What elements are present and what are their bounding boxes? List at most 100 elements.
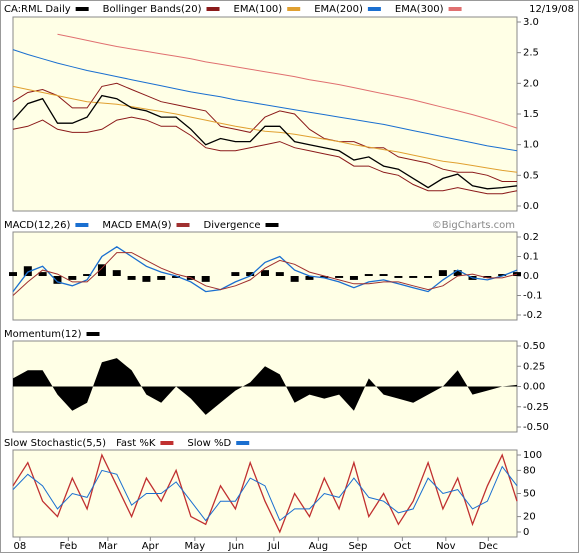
divergence-bar	[453, 270, 462, 276]
divergence-bar	[157, 276, 166, 280]
legend-swatch	[265, 223, 279, 227]
y-tick-label: 2.5	[523, 48, 539, 59]
legend-swatch	[287, 7, 301, 11]
legend-label: EMA(200)	[314, 4, 363, 15]
legend-swatch	[206, 7, 220, 11]
y-tick-label: 80	[523, 465, 536, 476]
y-tick-label: 0	[523, 527, 529, 538]
panel-title: Slow Stochastic(5,5)	[4, 438, 106, 449]
divergence-bar	[112, 270, 121, 276]
x-tick-label: Dec	[479, 541, 498, 552]
y-tick-label: -0.1	[523, 291, 543, 302]
bollinger-lower	[12, 116, 518, 195]
y-tick-label: 1.0	[523, 140, 539, 151]
legend-label: CA:RML Daily	[4, 4, 71, 15]
divergence-bar	[231, 272, 240, 276]
legend-label: Fast %K	[116, 438, 156, 449]
divergence-bar	[142, 276, 151, 282]
y-tick-label: 0.00	[523, 382, 545, 393]
legend-label: Bollinger Bands(20)	[103, 4, 202, 15]
divergence-bar	[320, 276, 329, 278]
y-tick-label: -0.50	[523, 422, 549, 433]
watermark: ©BigCharts.com	[432, 220, 515, 231]
momentum-area	[13, 358, 517, 415]
divergence-bar	[83, 274, 92, 276]
y-tick-label: 0.2	[523, 232, 539, 243]
divergence-bar	[172, 276, 181, 278]
divergence-bar	[261, 270, 269, 276]
legend-swatch	[75, 223, 89, 227]
y-tick-label: 20	[523, 512, 536, 523]
legend-swatch	[236, 441, 250, 445]
divergence-bar	[23, 266, 32, 276]
legend-swatch	[86, 332, 100, 336]
legend-label: MACD EMA(9)	[102, 220, 171, 231]
legend-swatch	[75, 7, 89, 11]
legend-swatch	[160, 441, 174, 445]
x-tick-label: May	[184, 541, 205, 552]
legend-label: MACD(12,26)	[4, 220, 71, 231]
divergence-bar	[513, 272, 521, 276]
divergence-bar	[349, 276, 358, 280]
y-tick-label: 2.0	[523, 78, 539, 89]
divergence-bar	[483, 276, 492, 278]
x-tick-label: Oct	[394, 541, 411, 552]
divergence-bar	[498, 274, 507, 276]
legend-label: EMA(300)	[395, 4, 444, 15]
divergence-bar	[275, 272, 284, 276]
divergence-bar	[394, 276, 403, 278]
legend-swatch	[448, 7, 462, 11]
series-line	[57, 33, 518, 129]
x-tick-label: Mar	[98, 541, 118, 552]
series-line	[12, 453, 518, 534]
legend-swatch	[367, 7, 381, 11]
panel	[12, 16, 518, 212]
divergence-bar	[68, 276, 77, 280]
y-tick-label: 0.1	[523, 252, 539, 263]
series-line	[12, 246, 518, 293]
legend-swatch	[176, 223, 190, 227]
panel	[12, 449, 518, 538]
divergence-bar	[409, 276, 418, 278]
y-tick-label: 50	[523, 489, 536, 500]
y-tick-label: 0.50	[523, 341, 545, 352]
y-tick-label: 0.0	[523, 271, 539, 282]
y-tick-label: -0.25	[523, 402, 549, 413]
x-tick-label: Jul	[267, 541, 280, 552]
legend-label: EMA(100)	[234, 4, 283, 15]
divergence-bar	[290, 276, 299, 282]
divergence-bar	[201, 276, 210, 282]
legend-label: Slow %D	[187, 438, 231, 449]
divergence-bar	[438, 270, 447, 276]
x-tick-label: 08	[14, 541, 27, 552]
series-line	[12, 252, 518, 296]
divergence-bar	[127, 276, 136, 280]
series-line	[12, 94, 518, 190]
divergence-bar	[97, 264, 106, 276]
legend-label: Divergence	[204, 220, 261, 231]
divergence-bar	[53, 276, 62, 284]
x-tick-label: Sep	[348, 541, 367, 552]
x-tick-label: Aug	[309, 541, 329, 552]
y-tick-label: 0.5	[523, 170, 539, 181]
date: 12/19/08	[529, 4, 574, 15]
series-line	[12, 465, 518, 522]
divergence-bar	[38, 272, 47, 276]
x-tick-label: Apr	[142, 541, 160, 552]
legend-label: Momentum(12)	[4, 329, 82, 340]
y-tick-label: 100	[523, 450, 542, 461]
bollinger-upper	[12, 82, 517, 182]
divergence-bar	[379, 274, 388, 276]
x-tick-label: Jun	[228, 541, 245, 552]
x-tick-label: Feb	[59, 541, 77, 552]
x-tick-label: Nov	[436, 541, 456, 552]
divergence-bar	[364, 274, 373, 276]
y-tick-label: 3.0	[523, 17, 539, 28]
divergence-bar	[246, 272, 255, 276]
divergence-bar	[305, 276, 314, 280]
y-tick-label: 0.25	[523, 361, 545, 372]
y-tick-label: 0.0	[523, 201, 539, 212]
divergence-bar	[335, 276, 344, 278]
divergence-bar	[9, 272, 17, 276]
